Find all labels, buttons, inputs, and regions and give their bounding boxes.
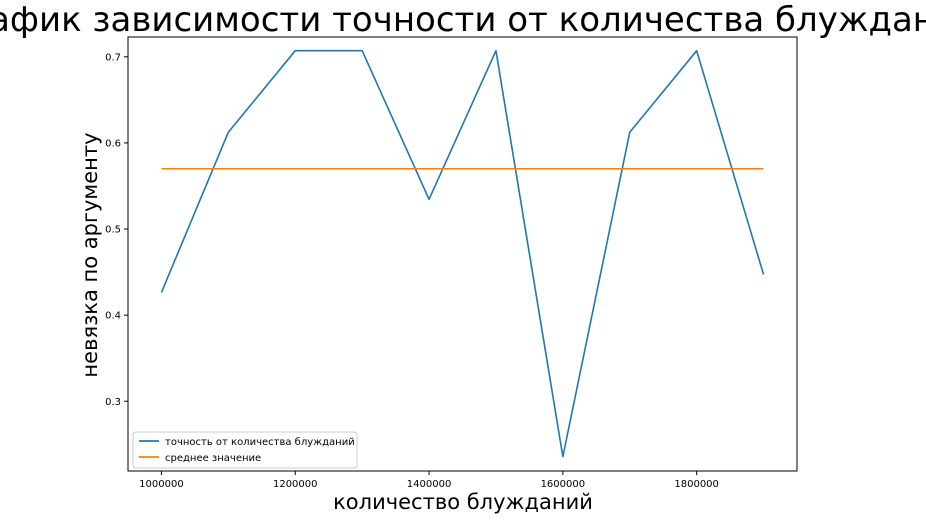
x-tick-label: 1600000 <box>541 479 586 490</box>
x-tick-label: 1200000 <box>273 479 318 490</box>
y-tick-label: 0.6 <box>105 138 121 149</box>
y-tick-label: 0.3 <box>105 397 121 408</box>
x-axis-label: количество блужданий <box>333 490 593 514</box>
y-tick-label: 0.4 <box>105 311 121 322</box>
series-line-accuracy <box>160 49 765 458</box>
y-tick-label: 0.5 <box>105 225 121 236</box>
legend-box <box>132 431 358 469</box>
x-tick-label: 1000000 <box>139 479 184 490</box>
legend: точность от количества блужданий среднее… <box>132 431 358 469</box>
series-lines <box>160 49 765 458</box>
x-tick-label: 1400000 <box>407 479 452 490</box>
plot-area <box>127 36 798 472</box>
chart-title: График зависимости точности от количеств… <box>0 0 926 40</box>
x-tick-label: 1800000 <box>674 479 719 490</box>
y-tick-label: 0.7 <box>105 52 121 63</box>
legend-label-accuracy: точность от количества блужданий <box>165 437 355 448</box>
legend-label-mean: среднее значение <box>165 453 261 464</box>
axes: 1000000 1200000 1400000 1600000 1800000 0.3 0.… <box>105 52 719 490</box>
y-axis-label: невязка по аргументу <box>78 132 102 377</box>
